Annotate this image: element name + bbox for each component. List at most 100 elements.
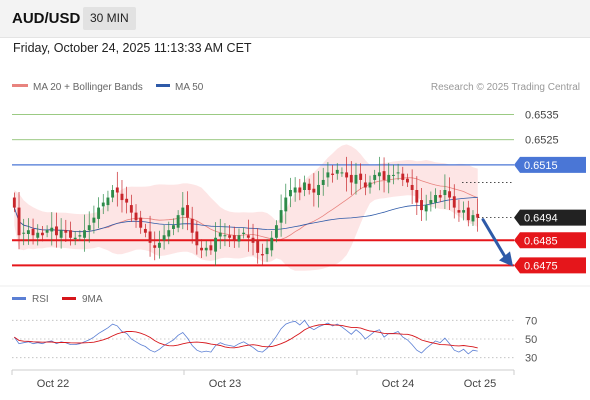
candle-body [345,172,349,178]
candle-body [115,187,119,193]
candle-body [87,225,91,231]
rsi-level-label-70: 70 [525,315,537,327]
candle-body [373,174,377,180]
candle-body [471,215,475,222]
price-tag-bg-0.6475 [514,257,586,274]
moving-averages [13,177,478,241]
candle-body [363,182,367,188]
candle-body [228,235,232,238]
candle-body [298,187,302,193]
candle-body [274,225,278,238]
candle-body [22,232,26,234]
candle-body [129,205,133,213]
candle-body [59,230,63,238]
candle-body [97,207,101,219]
price-tag-0.6515: 0.6515 [524,160,558,172]
price-tag-bg-0.6515 [514,156,586,173]
candle-body [293,187,297,193]
timestamp: Friday, October 24, 2025 11:13:33 AM CET [13,41,252,55]
bollinger-band-area [14,144,478,271]
candle-body [172,225,175,229]
candle-body [92,217,96,223]
chart-header: AUD/USD 30 MIN [0,0,590,38]
rsi-level-label-30: 30 [525,353,537,365]
candle-body [312,188,316,193]
candle-body [321,179,325,185]
candle-body [134,212,138,221]
candle-body [101,202,105,207]
price-tag-0.6525: 0.6525 [525,135,559,147]
candle-body [242,232,246,234]
rsi-legend-swatch [12,297,26,300]
rsi-line [13,319,478,355]
candle-body [31,228,35,236]
candle-body [125,198,129,203]
candle-body [36,232,40,238]
candle-body [457,210,461,213]
forecast-arrow-shaft [481,218,508,260]
candle-body [246,235,250,238]
candle-body [214,237,218,252]
candle-body [359,173,363,180]
candle-body [176,215,180,228]
rsi-legend-label: RSI [32,294,49,305]
price-tag-bg-0.6494 [514,209,586,226]
bollinger-bands [14,144,478,271]
rsi-ma-legend-swatch [62,297,76,300]
candle-body [50,227,54,232]
candle-body [438,195,442,198]
price-tag-0.6494: 0.6494 [524,213,558,225]
candle-body [190,218,194,233]
price-tags: 0.6535 0.6525 0.6515 0.6494 0.6485 0.6475 [514,110,586,274]
candle-body [368,182,372,188]
candle-body [396,172,400,174]
candle-body [17,207,21,236]
candle-body [232,235,236,241]
candle-body [406,178,409,183]
candle-body [265,247,269,255]
candle-body [354,174,358,184]
candle-body [415,190,419,203]
candle-body [26,230,30,234]
candle-body [200,247,203,251]
candle-body [237,235,241,242]
candle-body [382,171,386,180]
candle-body [64,230,68,233]
candle-body [349,174,353,183]
price-levels [12,114,514,267]
candle-body [223,235,227,237]
candle-body [466,207,470,221]
candle-body [317,184,320,196]
ma50-legend-swatch [156,84,170,87]
candle-body [256,240,260,253]
candle-body [260,254,264,256]
forecast-arrowhead [499,251,513,267]
ma20-legend-label: MA 20 + Bollinger Bands [33,82,143,93]
price-tag-0.6485: 0.6485 [524,235,558,247]
price-tag-0.6535: 0.6535 [525,110,559,122]
candle-body [55,226,58,236]
rsi-legend: RSI 9MA [12,294,103,305]
candle-body [78,235,82,237]
candle-body [410,184,414,190]
candle-body [420,200,423,211]
candle-body [45,230,49,233]
candle-body [443,190,447,196]
candle-body [167,230,171,237]
x-tick-label: Oct 24 [382,378,414,390]
timeframe-badge[interactable]: 30 MIN [83,7,136,30]
candle-body [69,230,72,238]
candle-body [148,231,152,243]
ma50-legend-label: MA 50 [175,82,204,93]
candle-body [251,237,255,243]
candle-body [111,190,115,198]
candle-body [284,197,288,212]
candle-body [106,197,110,206]
candle-body [209,245,213,251]
candle-body [452,196,456,208]
candle-body [143,228,147,233]
candle-body [12,197,16,208]
candle-body [279,210,283,223]
candle-body [331,173,335,175]
